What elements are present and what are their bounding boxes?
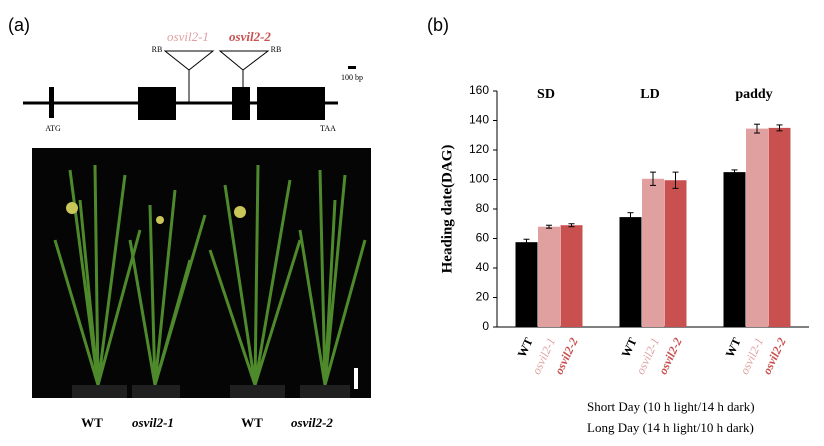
error-bar	[776, 124, 783, 132]
plant-photo	[32, 148, 371, 398]
note: Short Day (10 h light/14 h dark)	[587, 399, 755, 414]
bar	[746, 128, 768, 327]
category-label: paddy	[735, 87, 772, 102]
x-tick-label: WT	[515, 336, 536, 360]
start-codon: ATG	[45, 124, 61, 133]
category-label: LD	[640, 87, 659, 102]
panel-label: (a)	[8, 15, 30, 35]
rb-label: RB	[271, 45, 282, 54]
insertion-label: osvil2-1	[167, 29, 209, 44]
photo-label: osvil2-1	[132, 415, 174, 430]
insertion-label: osvil2-2	[229, 29, 271, 44]
scale-label: 100 bp	[341, 73, 363, 82]
y-tick-label: 80	[476, 201, 490, 215]
x-tick-label: WT	[723, 336, 744, 360]
rb-label: RB	[152, 45, 163, 54]
bar	[642, 178, 664, 327]
error-bar	[523, 238, 530, 246]
photo-label: WT	[81, 415, 103, 430]
y-tick-label: 140	[469, 113, 489, 127]
error-bar	[754, 123, 760, 134]
bar	[560, 225, 583, 327]
category-label: SD	[537, 87, 555, 102]
error-bar	[568, 223, 575, 228]
bar	[768, 127, 791, 327]
error-bar	[546, 224, 552, 229]
y-axis-label: Heading date(DAG)	[439, 145, 455, 274]
note: Long Day (14 h light/10 h dark)	[587, 420, 754, 435]
bar	[723, 172, 746, 327]
bar	[619, 217, 642, 327]
panel-label: (b)	[427, 15, 449, 35]
y-tick-label: 0	[482, 319, 489, 333]
y-tick-label: 120	[469, 142, 489, 156]
photo-label: osvil2-2	[291, 415, 333, 430]
stop-codon: TAA	[320, 124, 336, 133]
bar	[664, 180, 687, 327]
y-tick-label: 40	[476, 260, 490, 274]
y-tick-label: 20	[476, 290, 490, 304]
bar	[515, 242, 538, 327]
photo-label: WT	[241, 415, 263, 430]
error-bar	[731, 169, 738, 175]
gene-diagram	[23, 50, 356, 120]
error-bar	[650, 171, 656, 186]
x-tick-label: WT	[619, 336, 640, 360]
y-tick-label: 60	[476, 231, 490, 245]
y-tick-label: 160	[469, 83, 489, 97]
error-bar	[672, 171, 679, 189]
y-tick-label: 100	[469, 172, 489, 186]
error-bar	[627, 212, 634, 223]
bar	[538, 226, 560, 327]
